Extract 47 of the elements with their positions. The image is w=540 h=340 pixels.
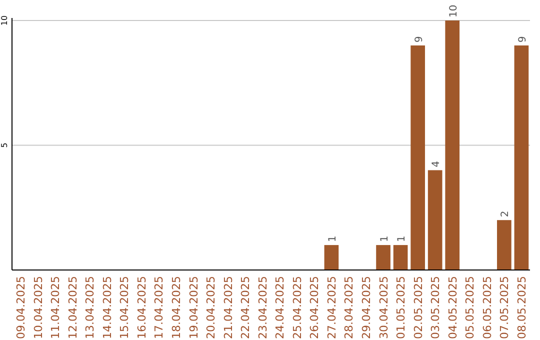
- x-tick-label: 30.04.2025: [377, 276, 390, 339]
- x-tick-label: 15.04.2025: [118, 276, 132, 339]
- bar: [445, 20, 460, 270]
- data-label: 9: [517, 36, 528, 42]
- x-tick-label: 12.04.2025: [66, 276, 80, 339]
- x-tick-label: 10.04.2025: [32, 276, 45, 339]
- x-tick-label: 27.04.2025: [325, 276, 338, 339]
- x-tick-label: 26.04.2025: [308, 276, 322, 339]
- data-label: 1: [396, 236, 408, 242]
- x-tick-label: 11.04.2025: [49, 276, 62, 339]
- x-tick-label: 03.05.2025: [429, 276, 442, 339]
- bar: [497, 220, 512, 270]
- data-label: 10: [448, 4, 460, 18]
- x-tick-label: 01.05.2025: [394, 276, 408, 339]
- x-tick-label: 14.04.2025: [100, 276, 114, 339]
- data-label: 1: [327, 236, 338, 242]
- x-tick-label: 24.04.2025: [274, 276, 287, 339]
- bar: [410, 45, 425, 270]
- x-tick-label: 09.04.2025: [14, 276, 28, 339]
- x-tick-label: 25.04.2025: [290, 276, 304, 339]
- x-tick-label: 08.05.2025: [515, 276, 528, 339]
- data-label: 9: [414, 36, 425, 42]
- x-tick-label: 13.04.2025: [84, 276, 97, 339]
- x-tick-label: 19.04.2025: [187, 276, 200, 339]
- data-label: 1: [379, 236, 390, 242]
- y-tick-label: 5: [0, 142, 9, 148]
- x-tick-label: 28.04.2025: [342, 276, 356, 339]
- x-tick-label: 20.04.2025: [204, 276, 218, 339]
- x-tick-label: 04.05.2025: [446, 276, 460, 339]
- bar: [376, 245, 390, 270]
- bar: [393, 245, 408, 270]
- x-tick-label: 16.04.2025: [135, 276, 148, 339]
- x-tick-label: 05.05.2025: [464, 276, 477, 339]
- bar: [324, 245, 339, 270]
- bar: [514, 45, 529, 270]
- x-tick-label: 29.04.2025: [360, 276, 373, 339]
- x-tick-label: 23.04.2025: [256, 276, 270, 339]
- x-tick-label: 22.04.2025: [239, 276, 252, 339]
- x-tick-label: 17.04.2025: [152, 276, 166, 339]
- bar: [428, 170, 442, 270]
- data-label: 4: [431, 160, 442, 168]
- data-label: 2: [500, 210, 512, 218]
- x-tick-label: 02.05.2025: [412, 276, 425, 339]
- x-tick-label: 21.04.2025: [222, 276, 235, 339]
- x-tick-label: 07.05.2025: [498, 276, 512, 339]
- x-tick-label: 06.05.2025: [480, 276, 494, 339]
- x-tick-label: 18.04.2025: [170, 276, 183, 339]
